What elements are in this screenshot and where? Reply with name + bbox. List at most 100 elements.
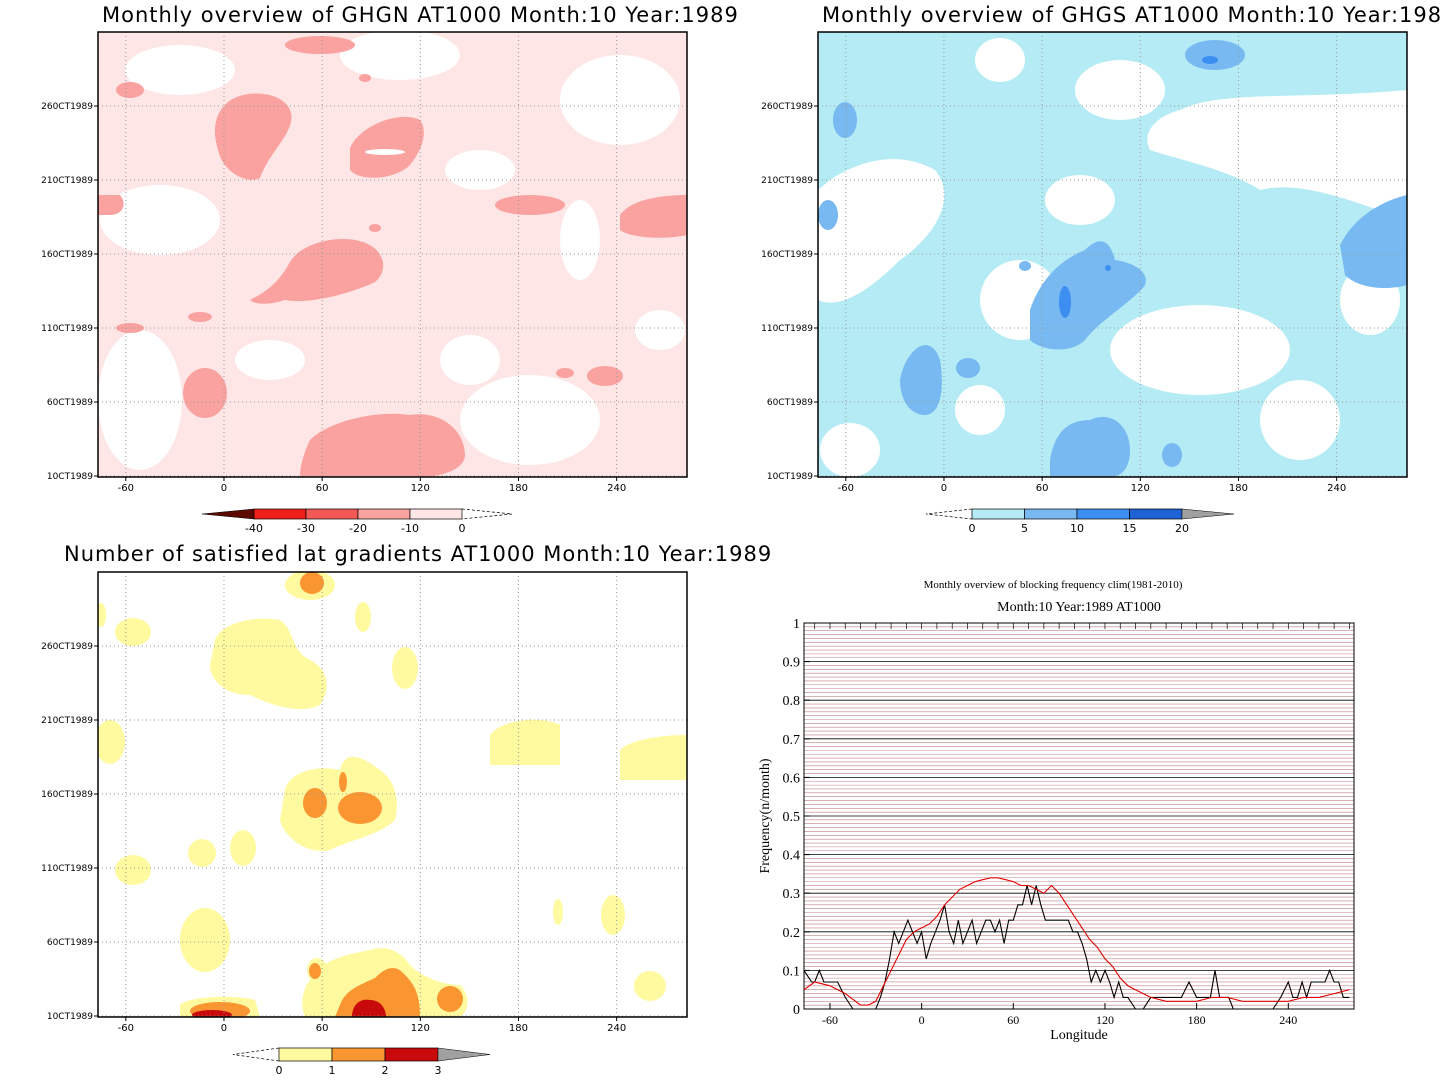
colorbar-arrow bbox=[437, 1047, 491, 1062]
x-tick-label: 180 bbox=[1188, 1013, 1206, 1027]
contour-region bbox=[235, 340, 305, 380]
contour-region bbox=[437, 986, 463, 1012]
contour-region bbox=[560, 55, 680, 145]
contour-region bbox=[955, 385, 1005, 435]
contour-region bbox=[900, 345, 942, 415]
contour-region bbox=[635, 310, 685, 350]
y-tick-label: 160CT1989 bbox=[41, 250, 93, 260]
contour-region bbox=[556, 368, 574, 378]
y-tick-label: 0.4 bbox=[783, 849, 801, 864]
contour-region bbox=[98, 195, 124, 215]
y-tick-label: 60CT1989 bbox=[767, 398, 813, 408]
x-tick-label: 0 bbox=[919, 1013, 925, 1027]
y-tick-label: 60CT1989 bbox=[47, 938, 93, 948]
x-tick-label: 240 bbox=[1279, 1013, 1297, 1027]
x-tick-label: 0 bbox=[221, 1023, 227, 1034]
colorbar-label: 10 bbox=[1070, 522, 1084, 535]
y-tick-label: 0.2 bbox=[783, 926, 801, 941]
y-tick-label: 260CT1989 bbox=[761, 102, 813, 112]
x-tick-label: 240 bbox=[607, 1023, 626, 1034]
y-tick-label: 10CT1989 bbox=[47, 472, 93, 482]
contour-region bbox=[956, 358, 980, 378]
colorbar-label: 0 bbox=[459, 522, 466, 535]
map-field bbox=[98, 572, 687, 1017]
contour-region bbox=[100, 185, 220, 255]
colorbar-label: 5 bbox=[1021, 522, 1028, 535]
contour-region bbox=[495, 195, 565, 215]
contour-region bbox=[460, 375, 600, 465]
panel-2-title: Monthly overview of GHGS AT1000 Month:10… bbox=[822, 3, 1440, 27]
y-tick-label: 210CT1989 bbox=[41, 176, 93, 186]
contour-region bbox=[300, 572, 324, 594]
contour-region bbox=[355, 602, 371, 632]
colorbar-label: 15 bbox=[1123, 522, 1137, 535]
contour-region bbox=[285, 36, 355, 54]
contour-region bbox=[115, 618, 151, 646]
contour-region bbox=[1340, 195, 1407, 288]
x-tick-label: 0 bbox=[221, 483, 227, 494]
contour-region bbox=[818, 159, 945, 303]
contour-region bbox=[1019, 261, 1031, 271]
contour-region bbox=[250, 239, 384, 304]
colorbar-arrow bbox=[925, 508, 973, 520]
contour-region bbox=[98, 720, 125, 764]
y-tick-label: 60CT1989 bbox=[47, 398, 93, 408]
contour-region bbox=[280, 756, 397, 851]
panel-1-title: Monthly overview of GHGN AT1000 Month:10… bbox=[102, 3, 739, 27]
y-tick-label: 0.8 bbox=[783, 694, 801, 709]
contour-region bbox=[180, 908, 230, 972]
contour-region bbox=[365, 149, 405, 155]
colorbar-label: 0 bbox=[276, 1064, 283, 1077]
contour-region bbox=[350, 116, 424, 178]
contour-region bbox=[1260, 380, 1340, 460]
colorbar-arrow bbox=[232, 1047, 280, 1062]
x-tick-label: -60 bbox=[822, 1013, 838, 1027]
colorbar-label: -20 bbox=[349, 522, 367, 535]
y-tick-label: 210CT1989 bbox=[761, 176, 813, 186]
contour-region bbox=[98, 330, 182, 470]
y-tick-label: 260CT1989 bbox=[41, 642, 93, 652]
contour-region bbox=[601, 895, 625, 935]
colorbar-label: 1 bbox=[329, 1064, 336, 1077]
month-frequency-line bbox=[803, 885, 1350, 1010]
contour-region bbox=[620, 735, 687, 780]
x-tick-label: 180 bbox=[1229, 483, 1248, 494]
contour-region bbox=[833, 102, 857, 138]
x-tick-label: 60 bbox=[1007, 1013, 1019, 1027]
x-tick-label: 180 bbox=[509, 1023, 528, 1034]
contour-region bbox=[116, 82, 144, 98]
contour-region bbox=[1105, 265, 1111, 271]
colorbar-label: 2 bbox=[382, 1064, 389, 1077]
contour-region bbox=[560, 200, 600, 280]
x-tick-label: 240 bbox=[1327, 483, 1346, 494]
y-axis-label: Frequency(n/month) bbox=[758, 758, 773, 873]
y-tick-label: 0 bbox=[793, 1003, 800, 1018]
contour-region bbox=[1147, 90, 1407, 220]
contour-region bbox=[440, 335, 500, 385]
contour-region bbox=[210, 618, 327, 710]
contour-region bbox=[303, 788, 327, 818]
y-tick-label: 260CT1989 bbox=[41, 102, 93, 112]
contour-region bbox=[188, 312, 212, 322]
y-tick-label: 210CT1989 bbox=[41, 716, 93, 726]
y-tick-label: 160CT1989 bbox=[41, 790, 93, 800]
y-tick-label: 10CT1989 bbox=[767, 472, 813, 482]
map-field bbox=[98, 32, 687, 477]
x-tick-label: 240 bbox=[607, 483, 626, 494]
y-tick-label: 110CT1989 bbox=[41, 864, 93, 874]
contour-region bbox=[634, 971, 666, 1001]
x-tick-label: -60 bbox=[118, 1023, 134, 1034]
y-tick-label: 0.3 bbox=[783, 887, 801, 902]
colorbar-arrow bbox=[1181, 508, 1235, 520]
y-tick-label: 0.7 bbox=[783, 733, 801, 748]
colorbar-label: 3 bbox=[435, 1064, 442, 1077]
contour-region bbox=[188, 839, 216, 867]
y-tick-label: 0.6 bbox=[783, 771, 801, 786]
contour-region bbox=[1045, 175, 1115, 225]
y-tick-label: 0.1 bbox=[783, 964, 801, 979]
y-tick-label: 160CT1989 bbox=[761, 250, 813, 260]
